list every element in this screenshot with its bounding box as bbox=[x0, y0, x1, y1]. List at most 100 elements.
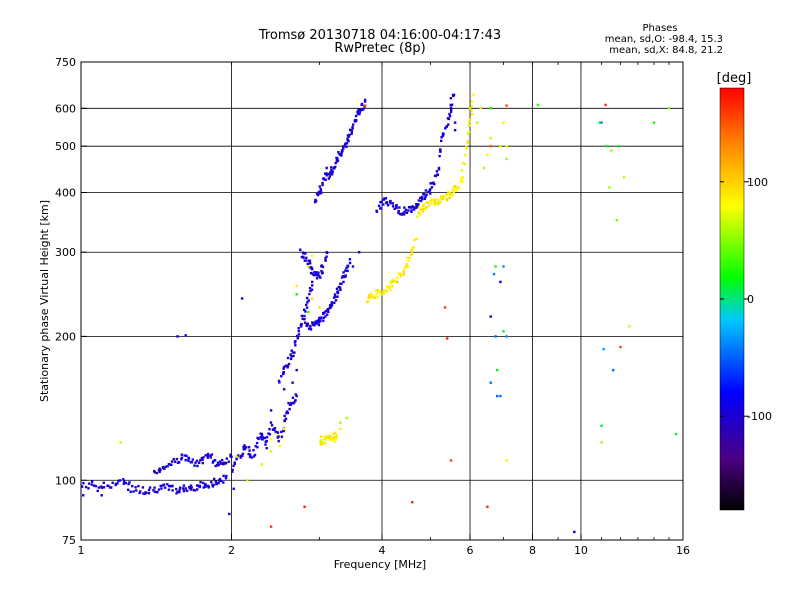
data-point bbox=[324, 442, 327, 445]
data-point bbox=[434, 197, 437, 201]
data-point bbox=[442, 133, 445, 136]
data-point bbox=[414, 206, 418, 209]
data-point bbox=[377, 204, 381, 208]
data-point bbox=[180, 456, 184, 459]
data-point bbox=[81, 485, 84, 488]
data-point bbox=[340, 153, 343, 156]
data-point bbox=[415, 237, 419, 240]
data-point bbox=[430, 202, 433, 205]
data-point bbox=[439, 150, 442, 153]
data-point bbox=[261, 436, 264, 439]
data-point bbox=[231, 470, 234, 473]
data-point bbox=[496, 368, 499, 372]
data-point bbox=[398, 212, 402, 216]
data-point bbox=[451, 189, 454, 192]
data-point bbox=[449, 97, 453, 100]
data-point bbox=[307, 310, 310, 314]
data-point bbox=[255, 441, 259, 445]
data-point bbox=[411, 205, 414, 208]
data-point bbox=[505, 157, 508, 161]
data-point bbox=[250, 456, 253, 459]
data-point bbox=[328, 304, 332, 307]
data-point bbox=[166, 465, 169, 468]
data-point bbox=[204, 485, 207, 488]
data-point bbox=[176, 490, 179, 494]
data-point bbox=[176, 335, 179, 338]
data-point bbox=[287, 362, 291, 366]
data-point bbox=[327, 435, 331, 439]
data-point bbox=[381, 290, 385, 294]
data-point bbox=[217, 479, 221, 482]
data-point bbox=[346, 269, 349, 273]
data-point bbox=[309, 324, 312, 328]
data-point bbox=[449, 106, 453, 109]
data-point bbox=[422, 204, 425, 207]
data-point bbox=[96, 489, 99, 493]
data-point bbox=[268, 433, 272, 436]
stats-x-line: mean, sd,X: 84.8, 21.2 bbox=[609, 45, 723, 56]
data-point bbox=[293, 401, 296, 404]
data-point bbox=[329, 166, 333, 169]
data-point bbox=[261, 438, 264, 441]
data-point bbox=[348, 258, 352, 261]
data-point bbox=[311, 280, 314, 284]
data-point bbox=[344, 269, 347, 272]
data-point bbox=[598, 121, 601, 124]
data-point bbox=[117, 479, 120, 483]
data-point bbox=[467, 124, 470, 127]
data-point bbox=[482, 166, 486, 170]
data-point bbox=[280, 430, 283, 434]
data-point bbox=[201, 461, 204, 465]
data-point bbox=[285, 410, 289, 413]
data-point bbox=[327, 308, 330, 311]
data-point bbox=[284, 417, 288, 420]
data-point bbox=[217, 481, 220, 485]
data-point bbox=[267, 432, 270, 435]
data-point bbox=[315, 322, 318, 325]
data-point bbox=[289, 357, 293, 361]
data-point bbox=[317, 318, 321, 322]
data-point bbox=[185, 454, 188, 457]
data-point bbox=[265, 447, 268, 450]
data-point bbox=[492, 272, 496, 276]
data-point bbox=[606, 145, 609, 148]
data-point bbox=[304, 310, 307, 313]
data-point bbox=[600, 441, 603, 444]
data-point bbox=[210, 453, 213, 456]
data-point bbox=[265, 439, 268, 443]
data-point bbox=[102, 481, 105, 484]
data-point bbox=[321, 265, 325, 269]
data-point bbox=[347, 139, 350, 143]
data-point bbox=[410, 210, 413, 213]
data-point bbox=[319, 443, 322, 446]
data-point bbox=[427, 201, 430, 204]
data-point bbox=[167, 488, 171, 491]
data-point bbox=[573, 530, 576, 534]
data-point bbox=[183, 454, 186, 457]
data-point bbox=[389, 202, 392, 205]
data-point bbox=[337, 285, 340, 289]
data-point bbox=[421, 207, 425, 211]
data-point bbox=[604, 103, 607, 107]
data-point bbox=[437, 166, 441, 170]
data-point bbox=[333, 301, 336, 304]
data-point bbox=[268, 428, 271, 431]
data-point bbox=[468, 118, 472, 121]
data-point bbox=[451, 93, 455, 97]
data-point bbox=[277, 379, 281, 383]
data-point bbox=[324, 315, 327, 318]
data-point bbox=[382, 203, 385, 206]
data-point bbox=[413, 238, 416, 242]
data-point bbox=[305, 296, 309, 300]
data-point bbox=[348, 261, 352, 265]
data-point bbox=[311, 284, 314, 287]
data-point bbox=[386, 204, 390, 207]
data-point bbox=[256, 446, 259, 449]
data-point bbox=[252, 455, 256, 458]
data-point bbox=[360, 102, 364, 106]
data-point bbox=[335, 434, 339, 437]
data-point bbox=[367, 300, 370, 303]
data-point bbox=[489, 315, 492, 318]
data-point bbox=[342, 147, 345, 150]
